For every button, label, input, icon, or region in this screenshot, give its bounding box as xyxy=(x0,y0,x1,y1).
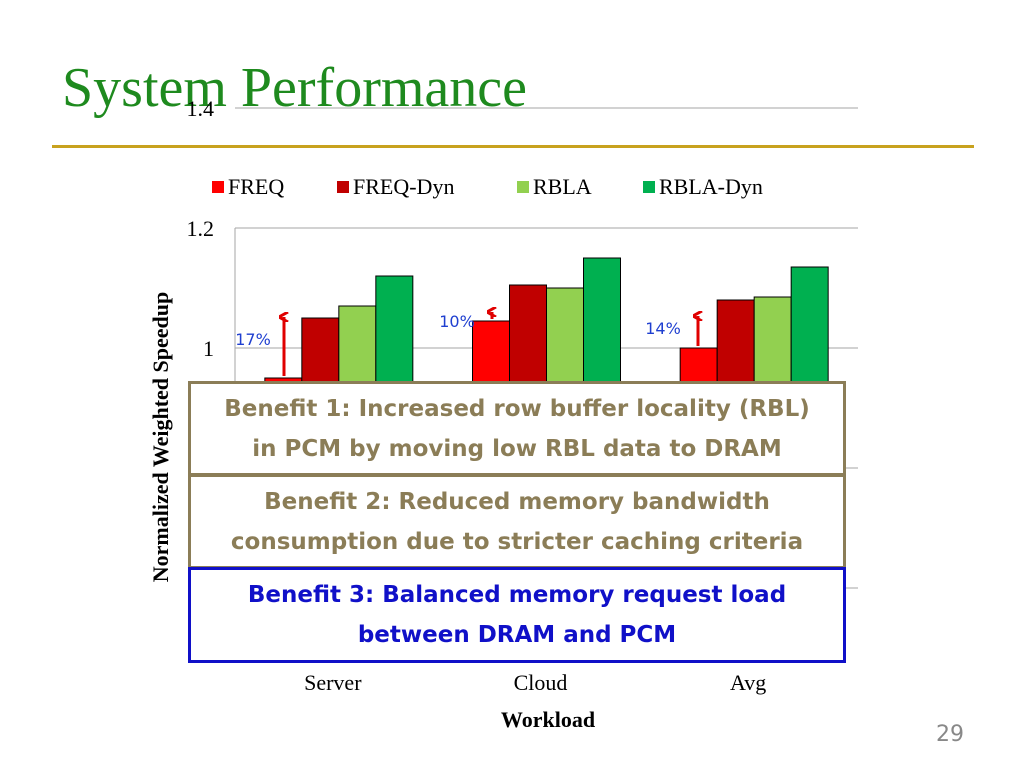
slide-title: System Performance xyxy=(62,57,527,119)
benefit-1-line-2: in PCM by moving low RBL data to DRAM xyxy=(252,435,782,462)
y-ticks: 1.4 1.2 1 xyxy=(187,96,215,361)
legend-label: FREQ-Dyn xyxy=(353,174,454,199)
benefit-2-line-1: Benefit 2: Reduced memory bandwidth xyxy=(264,488,770,515)
benefit-3-box: Benefit 3: Balanced memory request load … xyxy=(188,567,846,663)
improvement-percent-label: 14% xyxy=(645,319,681,338)
x-categories: Server Cloud Avg xyxy=(304,670,766,695)
benefit-3-line-1: Benefit 3: Balanced memory request load xyxy=(247,582,787,608)
legend-label: RBLA xyxy=(533,174,592,199)
page-number: 29 xyxy=(936,722,964,747)
improvement-percent-label: 17% xyxy=(235,330,271,349)
y-tick-label: 1.2 xyxy=(187,216,215,241)
legend-swatch xyxy=(517,181,529,193)
improvement-percent-label: 10% xyxy=(439,312,475,331)
legend-label: RBLA-Dyn xyxy=(659,174,763,199)
x-axis-label: Workload xyxy=(501,707,595,732)
legend: FREQ FREQ-Dyn RBLA RBLA-Dyn xyxy=(212,174,763,199)
legend-label: FREQ xyxy=(228,174,284,199)
legend-swatch xyxy=(212,181,224,193)
y-tick-label: 1.4 xyxy=(187,96,215,121)
annotations: 17% 10% 14% xyxy=(235,312,698,376)
benefit-1-box: Benefit 1: Increased row buffer locality… xyxy=(188,381,846,476)
benefit-1-line-1: Benefit 1: Increased row buffer locality… xyxy=(224,395,810,422)
x-category-label: Cloud xyxy=(514,670,568,695)
benefit-2-line-2: consumption due to stricter caching crit… xyxy=(230,528,804,555)
benefit-2-box: Benefit 2: Reduced memory bandwidth cons… xyxy=(188,474,846,569)
x-category-label: Server xyxy=(304,670,362,695)
x-category-label: Avg xyxy=(730,670,766,695)
legend-swatch xyxy=(337,181,349,193)
y-axis-label: Normalized Weighted Speedup xyxy=(148,292,173,583)
benefit-3-line-2: between DRAM and PCM xyxy=(357,622,677,648)
title-divider xyxy=(52,145,974,148)
legend-swatch xyxy=(643,181,655,193)
y-tick-label: 1 xyxy=(203,336,214,361)
